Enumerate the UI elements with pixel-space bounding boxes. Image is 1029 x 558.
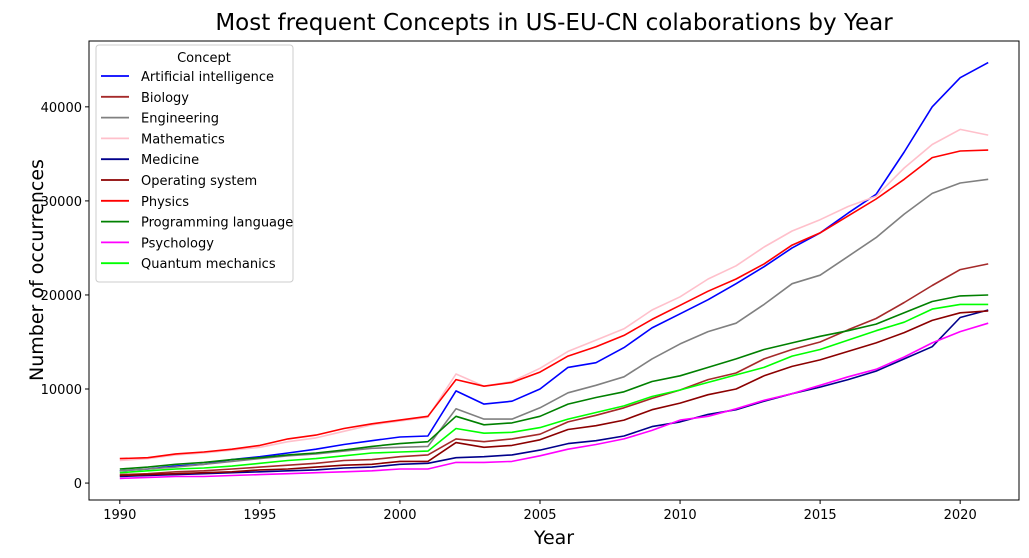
x-tick-label: 2010	[664, 508, 697, 523]
y-tick-label: 20000	[41, 289, 82, 304]
legend-label-quantum-mechanics: Quantum mechanics	[141, 257, 276, 272]
legend-title: Concept	[177, 51, 231, 66]
x-axis-label: Year	[533, 527, 574, 549]
series-line-operating-system	[119, 310, 989, 477]
plot-frame	[88, 40, 1020, 501]
x-tick-label: 2015	[804, 508, 837, 523]
series-line-engineering	[119, 178, 989, 472]
legend-label-mathematics: Mathematics	[141, 132, 225, 147]
x-tick-label: 2000	[383, 508, 416, 523]
legend-label-medicine: Medicine	[141, 153, 199, 168]
y-axis: 0 10000 20000 30000 40000	[41, 101, 89, 492]
series-line-programming-language	[119, 294, 989, 470]
series-lines	[119, 61, 989, 480]
y-tick-label: 30000	[41, 195, 82, 210]
x-tick-label: 2005	[523, 508, 556, 523]
y-tick-label: 40000	[41, 101, 82, 116]
legend-label-psychology: Psychology	[141, 236, 214, 251]
series-line-medicine	[119, 309, 989, 478]
legend-label-biology: Biology	[141, 91, 189, 106]
legend-items: Artificial intelligence Biology Engineerin…	[101, 70, 293, 272]
series-line-physics	[119, 149, 989, 460]
y-tick-label: 0	[74, 477, 82, 492]
y-tick-label: 10000	[41, 383, 82, 398]
series-line-psychology	[119, 322, 989, 480]
legend-label-artificial-intelligence: Artificial intelligence	[141, 70, 274, 85]
x-tick-label: 2020	[944, 508, 977, 523]
x-axis: 1990 1995 2000 2005 2010 2015 2020	[103, 500, 977, 523]
legend: Concept Artificial intelligence Biology En…	[95, 44, 294, 283]
chart-title: Most frequent Concepts in US-EU-CN colab…	[215, 10, 893, 36]
x-tick-label: 1995	[243, 508, 276, 523]
series-line-mathematics	[119, 128, 989, 462]
series-line-quantum-mechanics	[119, 303, 989, 474]
x-tick-label: 1990	[103, 508, 136, 523]
series-line-artificial-intelligence	[119, 61, 989, 472]
y-axis-label: Number of occurrences	[26, 159, 48, 381]
legend-label-programming-language: Programming language	[141, 216, 293, 231]
legend-label-engineering: Engineering	[141, 112, 219, 127]
legend-label-physics: Physics	[141, 195, 189, 210]
legend-label-operating-system: Operating system	[141, 174, 257, 189]
legend-box	[95, 44, 294, 283]
